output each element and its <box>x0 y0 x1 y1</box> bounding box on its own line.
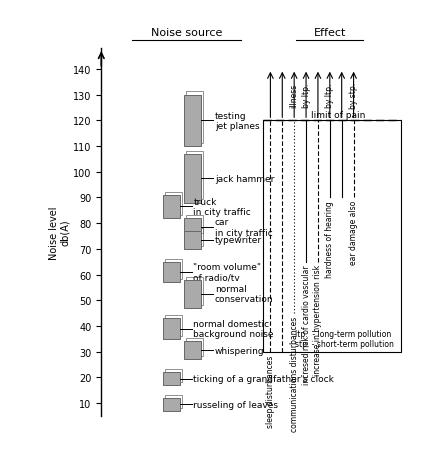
Text: ear damage also: ear damage also <box>349 201 358 265</box>
Text: increase in hypertension risk: increase in hypertension risk <box>314 265 322 375</box>
Bar <box>163 318 180 339</box>
Bar <box>163 398 180 411</box>
Bar <box>165 395 181 408</box>
Text: communications disturbances: communications disturbances <box>290 316 298 431</box>
Text: normal domestic
background noise: normal domestic background noise <box>194 319 274 339</box>
Text: illness: illness <box>290 83 298 107</box>
Text: testing
jet planes: testing jet planes <box>215 111 259 131</box>
Bar <box>165 315 181 336</box>
Text: limit of pain: limit of pain <box>311 111 365 120</box>
Bar <box>186 339 203 357</box>
Text: ltp.  - long-term pollution
stp. - short-term pollution: ltp. - long-term pollution stp. - short-… <box>295 329 394 348</box>
Text: hardness of hearing: hardness of hearing <box>325 201 334 277</box>
Text: whispering: whispering <box>215 346 264 355</box>
Y-axis label: Noise level
db(A): Noise level db(A) <box>49 206 70 259</box>
Bar <box>165 192 181 215</box>
Bar <box>184 154 201 203</box>
Text: russeling of leaves: russeling of leaves <box>194 400 278 409</box>
Text: car
in city traffic: car in city traffic <box>215 218 272 237</box>
Bar <box>186 215 203 233</box>
Bar <box>165 369 181 382</box>
Text: typewriter: typewriter <box>215 236 262 245</box>
Bar <box>263 121 402 352</box>
Text: Effect: Effect <box>314 28 346 38</box>
Bar <box>184 231 201 249</box>
Bar <box>184 280 201 308</box>
Bar <box>184 342 201 359</box>
Text: ticking of a grandfather's clock: ticking of a grandfather's clock <box>194 374 334 383</box>
Bar <box>186 92 203 143</box>
Bar <box>163 262 180 283</box>
Text: Noise source: Noise source <box>151 28 222 38</box>
Text: "room volume"
of radio/tv: "room volume" of radio/tv <box>194 263 261 282</box>
Text: by ltp.: by ltp. <box>325 83 334 107</box>
Text: jack hammer: jack hammer <box>215 174 274 183</box>
Bar <box>186 277 203 305</box>
Text: by stp.: by stp. <box>349 82 358 108</box>
Bar <box>186 228 203 246</box>
Text: normal
conservation: normal conservation <box>215 284 273 304</box>
Bar <box>186 151 203 200</box>
Bar <box>184 95 201 147</box>
Bar <box>184 218 201 237</box>
Bar <box>163 195 180 218</box>
Bar <box>163 372 180 385</box>
Text: sleep disturbances: sleep disturbances <box>266 354 275 427</box>
Bar <box>165 259 181 279</box>
Text: by ltp.: by ltp. <box>301 83 311 107</box>
Text: incresed risk of cardio vascular: incresed risk of cardio vascular <box>301 265 311 384</box>
Text: truck
in city traffic: truck in city traffic <box>194 197 251 217</box>
